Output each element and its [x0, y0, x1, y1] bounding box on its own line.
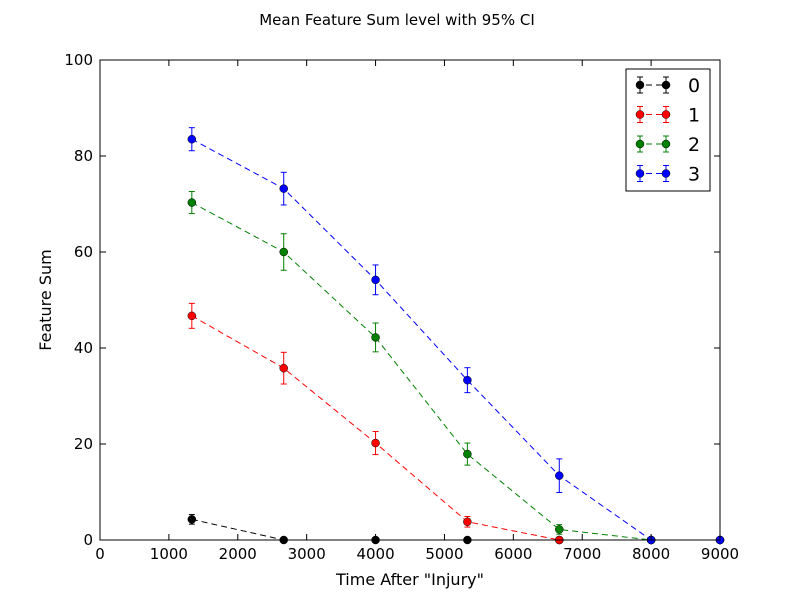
y-tick-label: 60: [74, 243, 93, 261]
series-line: [191, 138, 720, 541]
x-tick-label: 0: [95, 545, 105, 563]
y-tick-label: 40: [74, 339, 93, 357]
x-tick-label: 8000: [632, 545, 670, 563]
data-point: [187, 515, 197, 524]
legend-item: 1: [635, 105, 700, 127]
data-point: [555, 471, 564, 480]
x-tick-label: 4000: [356, 545, 394, 563]
x-tick-label: 5000: [425, 545, 463, 563]
x-tick-label: 9000: [701, 545, 739, 563]
y-axis-title: Feature Sum: [36, 249, 55, 350]
series-line: [191, 202, 720, 541]
data-point: [187, 198, 197, 207]
y-tick-label: 20: [74, 435, 93, 453]
legend-label: 0: [688, 75, 700, 97]
legend-label: 3: [688, 164, 700, 186]
data-point: [187, 311, 197, 321]
x-axis-title: Time After "Injury": [335, 570, 484, 589]
data-point: [279, 247, 288, 257]
legend: 0 1 2 3: [625, 68, 711, 192]
series-line: [191, 518, 720, 541]
series-line: [191, 315, 720, 541]
data-point: [555, 525, 564, 534]
data-point: [279, 363, 288, 373]
legend-marker: [661, 110, 671, 119]
data-point: [463, 517, 472, 527]
legend-marker: [661, 80, 671, 90]
data-point: [463, 449, 472, 459]
chart-title: Mean Feature Sum level with 95% CI: [259, 11, 535, 29]
y-tick-label: 100: [64, 51, 93, 69]
y-tick-label: 80: [74, 147, 93, 165]
data-point: [371, 275, 380, 285]
x-tick-label: 3000: [288, 545, 326, 563]
legend-item: 0: [635, 75, 700, 97]
legend-marker: [635, 139, 645, 149]
x-tick-label: 2000: [219, 545, 257, 563]
series-1: [187, 302, 725, 545]
data-point: [463, 375, 472, 385]
data-point: [279, 184, 288, 193]
legend-marker: [635, 110, 645, 119]
x-tick-label: 1000: [150, 545, 188, 563]
legend-item: 3: [635, 164, 700, 186]
data-point: [371, 333, 380, 342]
legend-marker: [635, 169, 645, 178]
legend-label: 1: [688, 105, 700, 127]
plot-frame: [99, 59, 721, 541]
legend-marker: [661, 139, 671, 149]
legend-marker: [635, 80, 645, 90]
x-tick-label: 7000: [563, 545, 601, 563]
data-point: [187, 134, 197, 144]
legend-label: 2: [688, 134, 700, 156]
x-tick-label: 6000: [494, 545, 532, 563]
y-tick-label: 0: [83, 531, 93, 549]
data-point: [371, 438, 380, 448]
legend-marker: [661, 169, 671, 178]
legend-item: 2: [635, 134, 700, 156]
axes-layer: 0 1000 2000 3000 4000 5000 6000 7000 8000 9000020…: [64, 51, 739, 563]
